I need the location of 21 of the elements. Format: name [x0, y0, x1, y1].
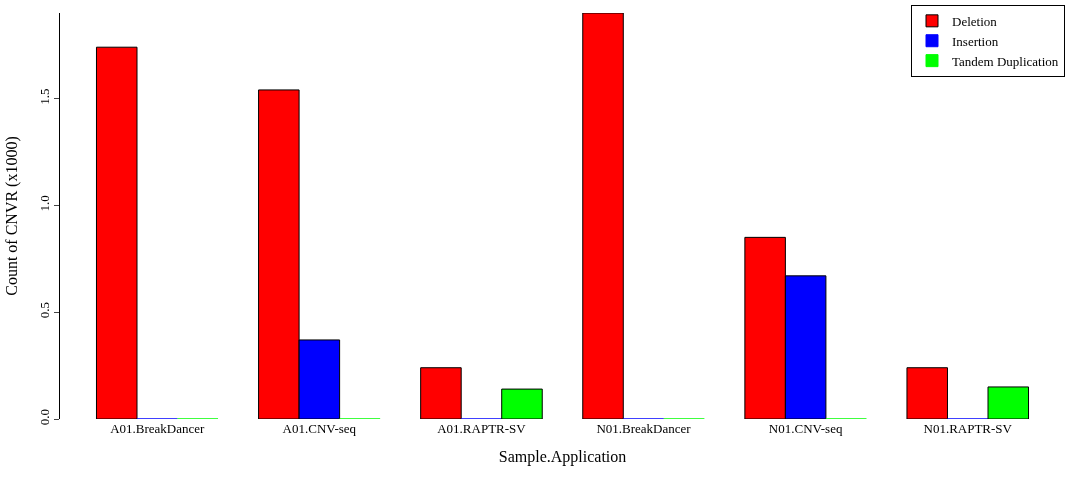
x-tick-label: A01.RAPTR-SV	[437, 421, 527, 436]
legend-label: Tandem Duplication	[952, 53, 1059, 69]
bar	[582, 13, 624, 419]
bar	[95, 46, 138, 419]
x-tick-label: N01.BreakDancer	[596, 421, 692, 436]
x-tick-label: A01.CNV-seq	[282, 421, 357, 436]
y-tick-label: 0.5	[36, 302, 52, 319]
y-axis-title: Count of CNVR (x1000)	[2, 136, 21, 296]
bar	[420, 367, 462, 419]
bar	[501, 388, 543, 419]
x-axis-title: Sample.Application	[498, 447, 627, 466]
x-tick-label: A01.BreakDancer	[110, 421, 206, 436]
legend-label: Deletion	[952, 13, 998, 29]
y-tick-label: 0.0	[36, 408, 52, 426]
y-tick-label: 1.5	[36, 88, 52, 105]
x-tick-label: N01.RAPTR-SV	[923, 421, 1013, 436]
bar	[987, 386, 1030, 419]
legend-label: Insertion	[952, 33, 999, 49]
y-tick-label: 1.0	[36, 195, 52, 212]
x-tick-label: N01.CNV-seq	[768, 421, 843, 436]
bar	[906, 367, 948, 419]
